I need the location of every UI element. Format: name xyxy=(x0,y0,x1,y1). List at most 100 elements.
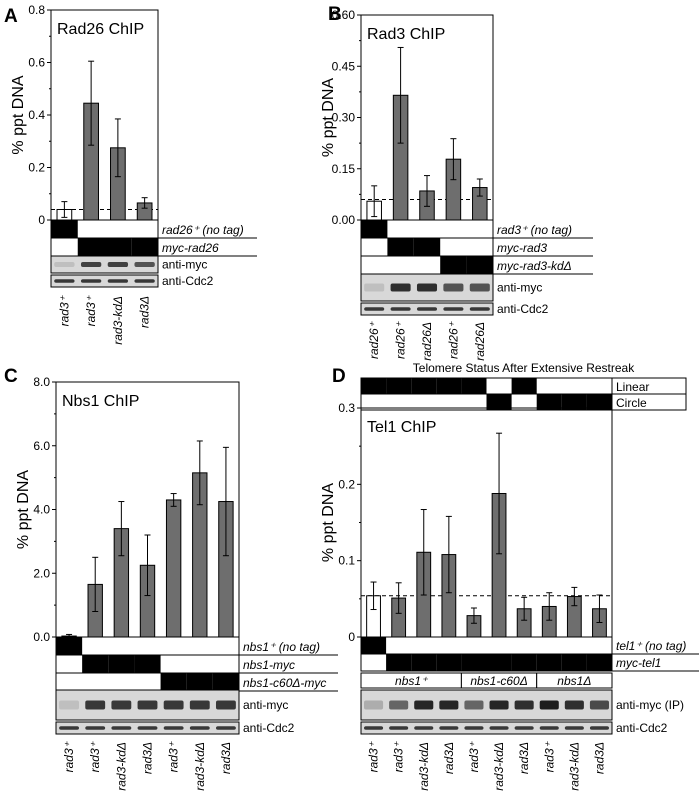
panel-d-genotype-label: tel1⁺ (no tag) xyxy=(616,639,686,653)
panel-c-category-label: rad3Δ xyxy=(141,742,155,774)
panel-a-genotype-cell xyxy=(51,220,78,238)
panel-c-blot-band xyxy=(137,700,158,710)
panel-d-blot-label: anti-myc (IP) xyxy=(616,698,684,712)
panel-c-genotype-cell xyxy=(186,673,213,691)
panel-d-blot-band xyxy=(564,700,584,710)
panel-d-category-label: rad3-kdΔ xyxy=(567,742,581,791)
panel-b-blot-label: anti-Cdc2 xyxy=(497,302,549,316)
panel-d-genotype-cell xyxy=(436,654,462,671)
panel-c-category-label: rad3-kdΔ xyxy=(193,742,207,791)
panel-c-blot-band xyxy=(189,700,210,710)
panel-a-blot-strip xyxy=(50,255,159,274)
panel-a-blot-band xyxy=(134,279,155,283)
panel-a-blot-band xyxy=(134,261,155,268)
panel-a-genotype-cell xyxy=(77,238,105,256)
panel-d-title: Tel1 ChIP xyxy=(367,419,436,436)
panel-d-y-tick-label: 0 xyxy=(348,630,355,644)
panel-d-genotype-cell xyxy=(361,637,387,654)
panel-c-letter: C xyxy=(4,366,18,387)
panel-c-blot-band xyxy=(85,700,106,710)
panel-c-blot-band xyxy=(215,726,236,730)
panel-b-genotype-cell xyxy=(361,220,388,238)
panel-b-blot-band xyxy=(469,307,490,311)
panel-d-category-label: rad3Δ xyxy=(442,742,456,774)
panel-b-blot-band xyxy=(443,283,464,292)
panel-a-y-tick-label: 0.8 xyxy=(28,3,45,17)
panel-a-blot-strip xyxy=(50,274,159,288)
panel-a-blot-band xyxy=(54,279,75,283)
panel-d-genotype-cell xyxy=(386,654,412,671)
panel-d-telomere-cell xyxy=(386,378,412,394)
panel-d-category-label: rad3⁺ xyxy=(392,740,406,772)
panel-c-category-label: rad3Δ xyxy=(219,742,233,774)
panel-d-category-label: rad3Δ xyxy=(517,742,531,774)
panel-d-blot-band xyxy=(414,726,434,730)
panel-b-category-label: rad26⁺ xyxy=(367,320,381,359)
panel-b-blot-band xyxy=(390,307,411,311)
panel-d-blot-band xyxy=(514,726,534,730)
panel-a-genotype-label: myc-rad26 xyxy=(162,241,219,255)
panel-d-blot-band xyxy=(464,700,484,710)
panel-a-blot-band xyxy=(80,279,102,283)
panel-a-category-label: rad3⁺ xyxy=(57,294,71,326)
panel-c-genotype-row xyxy=(55,636,240,656)
panel-d-group-box xyxy=(536,672,613,689)
panel-d-telomere-row-label: Linear xyxy=(616,380,649,394)
panel-d-y-tick-label: 0.2 xyxy=(338,477,355,491)
panel-c-genotype-label: nbs1-c60Δ-myc xyxy=(243,676,326,690)
panel-d-blot-band xyxy=(564,726,584,730)
panel-c-y-tick-label: 4.0 xyxy=(33,503,50,517)
panel-c-blot-band xyxy=(163,726,184,730)
panel-c-y-tick-label: 6.0 xyxy=(33,439,50,453)
panel-b-blot-band xyxy=(443,307,464,311)
panel-b-genotype-cell xyxy=(387,238,414,256)
panel-d-letter: D xyxy=(332,366,346,387)
panel-c-blot-band xyxy=(111,726,132,730)
panel-b-y-axis-label: % ppt DNA xyxy=(320,78,337,157)
panel-b-y-tick-label: 0.15 xyxy=(332,162,356,176)
panel-c-blot-band xyxy=(59,726,80,730)
panel-c-category-label: rad3⁺ xyxy=(62,740,76,772)
panel-b-letter: B xyxy=(328,4,342,25)
panel-c-blot-band xyxy=(163,700,184,710)
panel-b-genotype-cell xyxy=(466,256,493,274)
panel-c-y-tick-label: 2.0 xyxy=(33,566,50,580)
panel-c-y-axis-label: % ppt DNA xyxy=(15,470,32,549)
panel-a-letter: A xyxy=(4,6,18,27)
panel-d-genotype-row xyxy=(360,636,613,655)
panel-d-category-label: rad3⁺ xyxy=(542,740,556,772)
panel-b-y-tick-label: 0.30 xyxy=(332,111,356,125)
panel-d-telomere-cell xyxy=(436,378,462,394)
panel-b-y-tick-label: 0.00 xyxy=(332,213,356,227)
panel-b-genotype-cell xyxy=(413,238,441,256)
panel-b-genotype-label: myc-rad3-kdΔ xyxy=(497,259,572,273)
panel-a-genotype-cell xyxy=(131,238,158,256)
panel-d-blot-band xyxy=(364,700,384,710)
panel-d-genotype-cell xyxy=(586,654,612,671)
panel-b-category-label: rad26⁺ xyxy=(394,320,408,359)
panel-d-telomere-cell xyxy=(536,394,562,410)
panel-a-blot-label: anti-myc xyxy=(162,258,207,272)
panel-d-blot-band xyxy=(539,726,559,730)
panel-a-blot-band xyxy=(80,261,102,268)
panel-d-telomere-cell xyxy=(586,394,612,410)
panel-c-genotype-label: nbs1-myc xyxy=(243,658,295,672)
panel-c-y-tick-label: 8.0 xyxy=(33,375,50,389)
panel-b-genotype-cell xyxy=(440,256,467,274)
panel-d-genotype-label: myc-tel1 xyxy=(616,656,661,670)
panel-d-telomere-cell xyxy=(511,378,537,394)
panel-b-blot-band xyxy=(469,283,490,292)
panel-d-blot-band xyxy=(439,700,459,710)
panel-b-genotype-label: myc-rad3 xyxy=(497,241,547,255)
panel-c-blot-band xyxy=(215,700,236,710)
panel-d-y-tick-label: 0.1 xyxy=(338,554,355,568)
panel-c-genotype-cell xyxy=(82,655,109,673)
panel-a-blot-label: anti-Cdc2 xyxy=(162,274,214,288)
panel-b-category-label: rad26⁺ xyxy=(446,320,460,359)
panel-d-blot-band xyxy=(464,726,484,730)
panel-d-telomere-cell xyxy=(461,378,487,394)
panel-b-blot-band xyxy=(416,283,438,292)
panel-b-blot-band xyxy=(416,307,438,311)
panel-d-category-label: rad3-kdΔ xyxy=(417,742,431,791)
